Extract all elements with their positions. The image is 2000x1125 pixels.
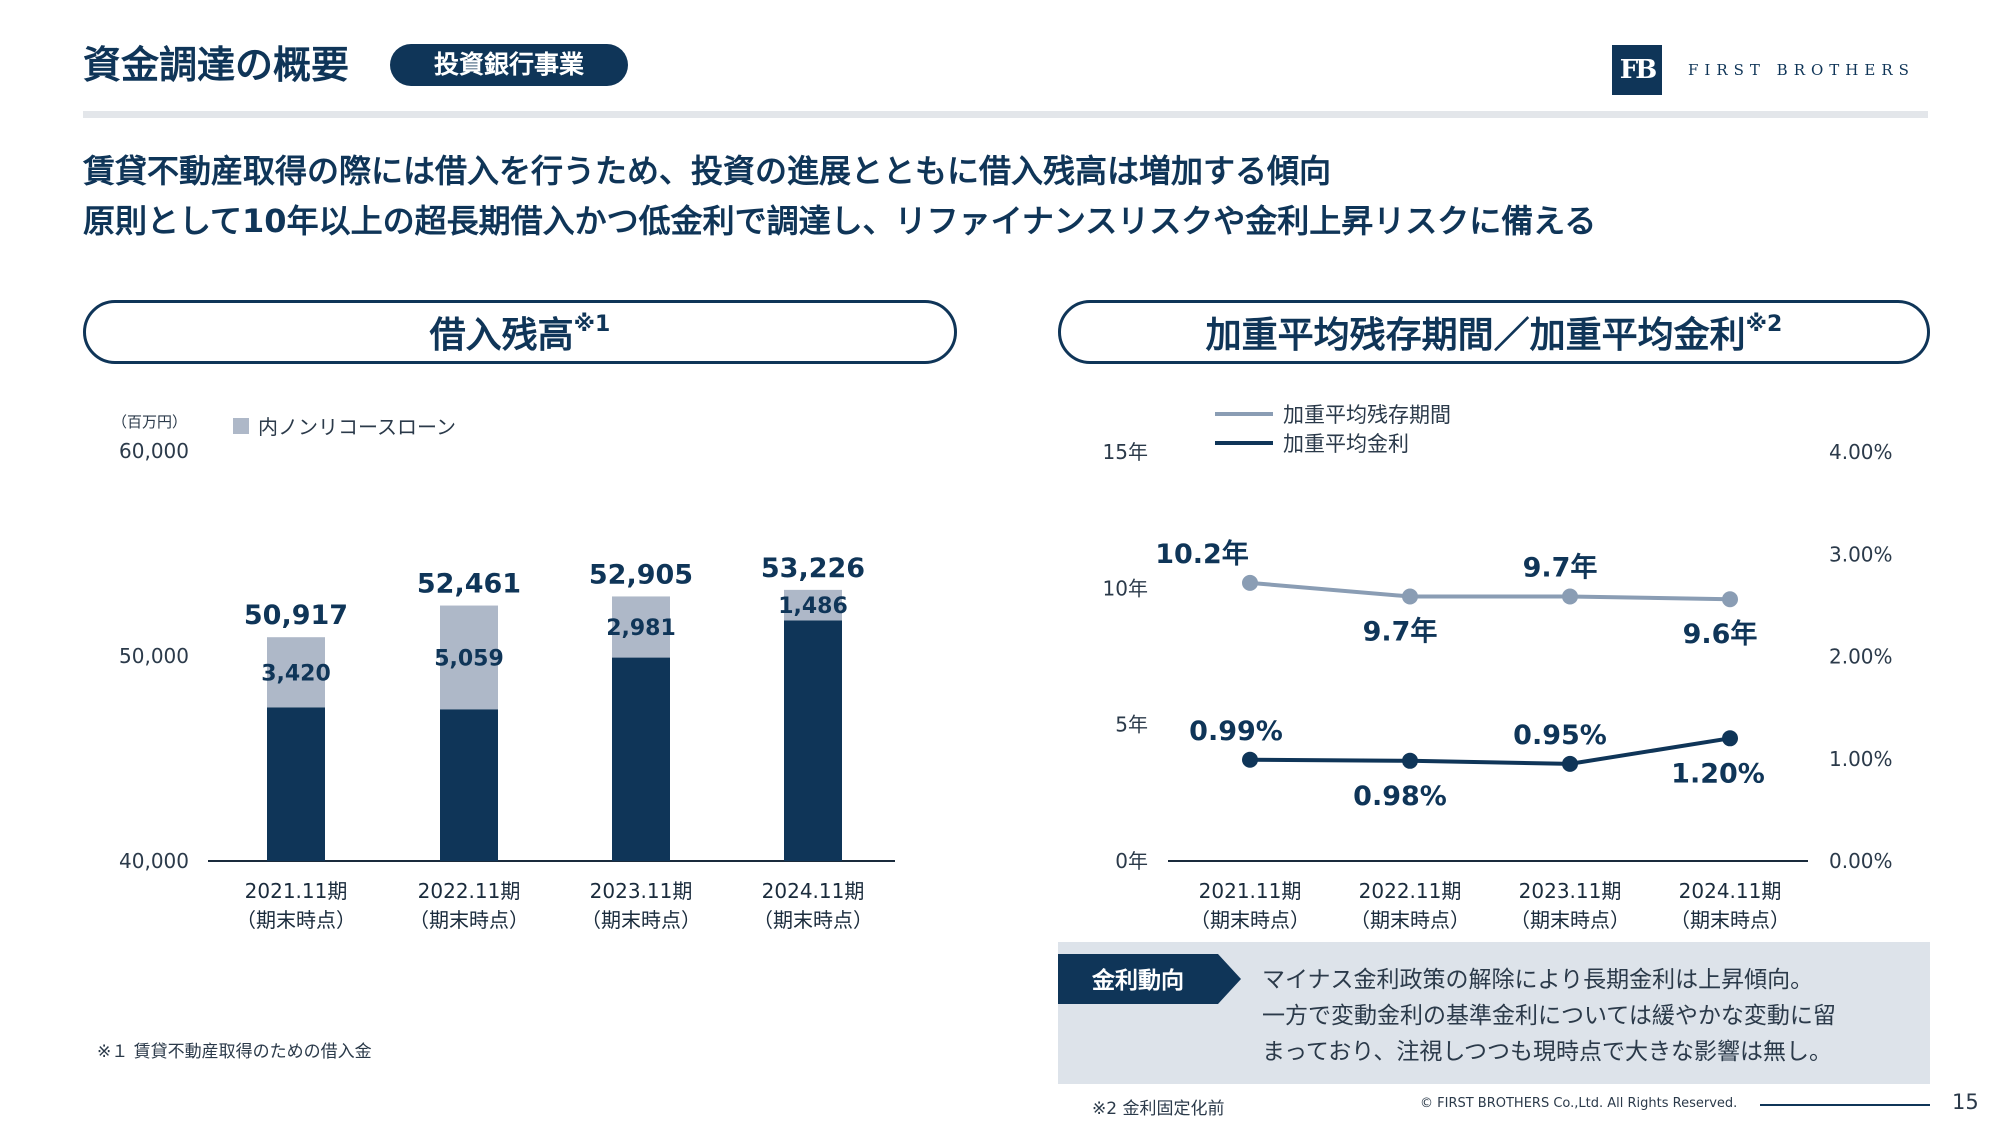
header-divider bbox=[83, 111, 1928, 118]
borrowing-balance-heading: 借入残高 ※1 bbox=[83, 300, 957, 364]
section-badge: 投資銀行事業 bbox=[390, 44, 628, 86]
bar-nonrecourse bbox=[784, 589, 842, 621]
bar-nonrecourse bbox=[267, 637, 325, 708]
line-x-subtick: （期末時点） bbox=[1510, 908, 1630, 932]
interest-rate-label: 0.95% bbox=[1513, 720, 1607, 751]
legend-label-remaining-term: 加重平均残存期間 bbox=[1283, 403, 1451, 427]
bar-nonrecourse bbox=[440, 605, 498, 710]
bar-nonrecourse-label: 1,486 bbox=[778, 594, 848, 619]
rate-trend-tag-shape bbox=[1058, 954, 1241, 1004]
line-x-subtick: （期末時点） bbox=[1190, 908, 1310, 932]
rate-trend-line-2: 一方で変動金利の基準金利については緩やかな変動に留 bbox=[1262, 1003, 1836, 1029]
weighted-average-note-mark: ※2 bbox=[1745, 311, 1783, 337]
logo-mark: FB bbox=[1612, 45, 1662, 95]
lead-line-2: 原則として10年以上の超長期借入かつ低金利で調達し、リファイナンスリスクや金利上… bbox=[83, 202, 1597, 240]
logo-text: FIRST BROTHERS bbox=[1688, 61, 1915, 79]
line-y-left-tick: 0年 bbox=[1115, 849, 1148, 873]
line-x-subtick: （期末時点） bbox=[1670, 908, 1790, 932]
line-x-tick: 2024.11期 bbox=[1679, 879, 1782, 903]
bar-x-tick: 2023.11期 bbox=[590, 879, 693, 903]
bar-recourse bbox=[440, 709, 498, 861]
remaining-term-point bbox=[1242, 574, 1258, 591]
bar-x-subtick: （期末時点） bbox=[236, 908, 356, 932]
legend-label-interest-rate: 加重平均金利 bbox=[1283, 432, 1409, 456]
footnote-2: ※2 金利固定化前 bbox=[1092, 1099, 1225, 1119]
copyright: © FIRST BROTHERS Co.,Ltd. All Rights Res… bbox=[1420, 1096, 1738, 1111]
interest-rate-point bbox=[1722, 730, 1738, 747]
interest-rate-label: 1.20% bbox=[1671, 758, 1765, 789]
bar-x-subtick: （期末時点） bbox=[581, 908, 701, 932]
page-title: 資金調達の概要 bbox=[83, 43, 350, 87]
bar-total-label: 50,917 bbox=[244, 600, 348, 631]
bar-nonrecourse-label: 3,420 bbox=[261, 661, 331, 686]
lead-line-1: 賃貸不動産取得の際には借入を行うため、投資の進展とともに借入残高は増加する傾向 bbox=[83, 152, 1332, 190]
line-x-tick: 2021.11期 bbox=[1199, 879, 1302, 903]
remaining-term-point bbox=[1562, 588, 1578, 605]
remaining-term-point bbox=[1402, 588, 1418, 605]
interest-rate-point bbox=[1562, 755, 1578, 772]
bar-recourse bbox=[612, 657, 670, 861]
line-y-right-tick: 1.00% bbox=[1829, 747, 1893, 771]
line-y-left-tick: 10年 bbox=[1103, 576, 1148, 600]
rate-trend-line-3: まっており、注視しつつも現時点で大きな影響は無し。 bbox=[1262, 1039, 1832, 1065]
rate-trend-text: マイナス金利政策の解除により長期金利は上昇傾向。 一方で変動金利の基準金利につい… bbox=[1262, 962, 1836, 1070]
borrowing-balance-chart: （百万円） 内ノンリコースローン 60,000 50,000 40,000 50,91… bbox=[112, 413, 895, 932]
bar-x-tick: 2024.11期 bbox=[762, 879, 865, 903]
unit-label: （百万円） bbox=[112, 413, 187, 431]
remaining-term-line bbox=[1249, 580, 1731, 602]
interest-rate-line bbox=[1249, 736, 1731, 766]
weighted-average-heading: 加重平均残存期間／加重平均金利 ※2 bbox=[1058, 300, 1930, 364]
legend-swatch-nonrecourse bbox=[233, 418, 249, 434]
remaining-term-label: 9.7年 bbox=[1523, 552, 1598, 584]
bar-total-label: 52,905 bbox=[589, 559, 693, 590]
remaining-term-label: 9.6年 bbox=[1683, 618, 1758, 650]
borrowing-balance-note-mark: ※1 bbox=[573, 311, 611, 337]
rate-trend-tag-label: 金利動向 bbox=[1091, 967, 1184, 994]
line-y-right-tick: 2.00% bbox=[1829, 645, 1893, 669]
bar-y-tick: 50,000 bbox=[119, 644, 189, 668]
footer-line bbox=[1760, 1104, 1930, 1106]
bar-total-label: 52,461 bbox=[417, 569, 521, 600]
line-x-tick: 2022.11期 bbox=[1359, 879, 1462, 903]
bar-nonrecourse-label: 2,981 bbox=[606, 616, 676, 641]
interest-rate-label: 0.98% bbox=[1353, 781, 1447, 812]
bar-x-subtick: （期末時点） bbox=[753, 908, 873, 932]
bar-x-subtick: （期末時点） bbox=[409, 908, 529, 932]
bar-total-label: 53,226 bbox=[761, 553, 865, 584]
rate-trend-tag: 金利動向 bbox=[1058, 954, 1241, 1004]
bar-recourse bbox=[267, 707, 325, 861]
interest-rate-point bbox=[1242, 751, 1258, 768]
bar-y-tick: 60,000 bbox=[119, 439, 189, 463]
rate-trend-line-1: マイナス金利政策の解除により長期金利は上昇傾向。 bbox=[1262, 967, 1814, 993]
bar-nonrecourse-label: 5,059 bbox=[434, 646, 504, 671]
remaining-term-point bbox=[1722, 591, 1738, 608]
footnote-1: ※１ 賃貸不動産取得のための借入金 bbox=[97, 1042, 372, 1062]
bar-recourse bbox=[784, 620, 842, 861]
remaining-term-label: 10.2年 bbox=[1155, 538, 1249, 570]
line-y-right-tick: 4.00% bbox=[1829, 440, 1893, 464]
bar-y-tick: 40,000 bbox=[119, 849, 189, 873]
line-x-subtick: （期末時点） bbox=[1350, 908, 1470, 932]
page-number: 15 bbox=[1952, 1090, 1979, 1114]
remaining-term-label: 9.7年 bbox=[1363, 616, 1438, 648]
legend-label-nonrecourse: 内ノンリコースローン bbox=[258, 415, 456, 439]
weighted-average-title: 加重平均残存期間／加重平均金利 bbox=[1205, 315, 1746, 356]
borrowing-balance-title: 借入残高 bbox=[429, 315, 574, 356]
line-y-right-tick: 3.00% bbox=[1829, 542, 1893, 566]
bar-x-tick: 2022.11期 bbox=[418, 879, 521, 903]
bar-nonrecourse bbox=[612, 596, 670, 658]
interest-rate-point bbox=[1402, 752, 1418, 769]
line-y-left-tick: 5年 bbox=[1115, 713, 1148, 737]
interest-rate-label: 0.99% bbox=[1189, 716, 1283, 747]
bar-x-tick: 2021.11期 bbox=[245, 879, 348, 903]
line-y-left-tick: 15年 bbox=[1103, 440, 1148, 464]
line-y-right-tick: 0.00% bbox=[1829, 849, 1893, 873]
line-x-tick: 2023.11期 bbox=[1519, 879, 1622, 903]
